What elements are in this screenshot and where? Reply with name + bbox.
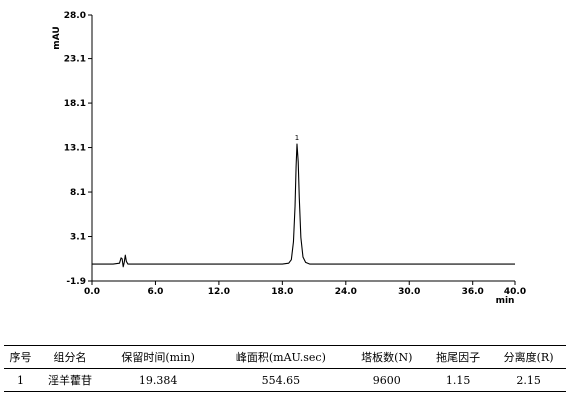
y-tick-label: 23.1 [64, 55, 86, 65]
cell-resolution: 2.15 [516, 373, 541, 387]
column-header-index: 序号 [9, 351, 32, 364]
y-tick-label: 13.1 [64, 144, 86, 154]
x-axis-title: min [496, 296, 515, 306]
chromatogram-trace [92, 143, 515, 268]
cell-retention-time: 19.384 [138, 373, 178, 387]
cell-index: 1 [16, 373, 24, 387]
x-tick-label: 24.0 [335, 287, 357, 297]
column-header-component: 组分名 [53, 351, 87, 364]
x-tick-label: 6.0 [147, 287, 163, 297]
x-tick-label: 12.0 [208, 287, 230, 297]
y-tick-label: -1.9 [66, 277, 86, 287]
x-tick-label: 36.0 [462, 287, 484, 297]
results-table: 序号 组分名 保留时间(min) 峰面积(mAU.sec) 塔板数(N) 拖尾因… [4, 345, 566, 392]
y-tick-label: 8.1 [70, 188, 86, 198]
cell-plate-number: 9600 [372, 373, 401, 387]
peak-label: 1 [295, 134, 299, 142]
x-tick-label: 0.0 [84, 287, 100, 297]
chromatogram-chart: mAU min -1.9 3.1 8.1 13.1 18.1 23.1 28.0 0.0 6.0… [52, 11, 526, 306]
y-axis-title: mAU [52, 26, 62, 49]
column-header-plate-number: 塔板数(N) [361, 351, 413, 364]
y-tick-label: 28.0 [64, 11, 86, 21]
x-tick-label: 40.0 [504, 287, 526, 297]
column-header-peak-area: 峰面积(mAU.sec) [235, 351, 326, 364]
column-header-resolution: 分离度(R) [503, 351, 554, 364]
table-row: 1 淫羊藿苷 19.384 554.65 9600 1.15 2.15 [4, 369, 566, 392]
cell-tailing-factor: 1.15 [445, 373, 471, 387]
cell-peak-area: 554.65 [261, 373, 301, 387]
x-tick-label: 30.0 [398, 287, 420, 297]
column-header-tailing-factor: 拖尾因子 [436, 351, 481, 364]
cell-component: 淫羊藿苷 [47, 374, 92, 387]
y-tick-label: 3.1 [70, 233, 86, 243]
column-header-retention-time: 保留时间(min) [121, 351, 195, 364]
x-tick-label: 18.0 [271, 287, 293, 297]
y-tick-label: 18.1 [64, 99, 86, 109]
table-header-row: 序号 组分名 保留时间(min) 峰面积(mAU.sec) 塔板数(N) 拖尾因… [4, 345, 566, 369]
